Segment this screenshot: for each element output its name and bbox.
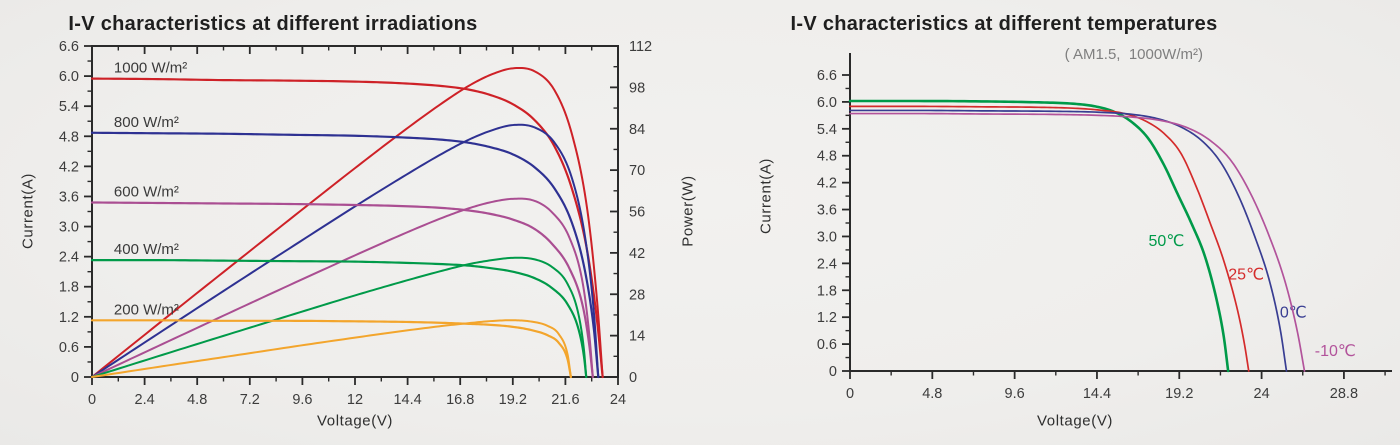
- y-tick-label: 1.2: [59, 310, 79, 326]
- x-tick-label: 19.2: [499, 392, 527, 408]
- x-tick-label: 0: [88, 392, 96, 408]
- series-label-0: 50℃: [1149, 233, 1185, 250]
- y-tick-label: 6.0: [59, 69, 79, 85]
- x-tick-label: 7.2: [240, 392, 260, 408]
- y-tick-label: 4.8: [59, 129, 79, 145]
- y-tick-label: 5.4: [59, 99, 79, 115]
- y-tick-label: 4.2: [817, 176, 837, 192]
- x-tick-label: 19.2: [1165, 386, 1193, 402]
- y-tick-label: 1.2: [817, 310, 837, 326]
- series-label-2: 600 W/m²: [114, 183, 179, 200]
- x-tick-label: 24: [610, 392, 626, 408]
- x-tick-label: 24: [1254, 386, 1270, 402]
- power-tick-label: 42: [629, 246, 645, 262]
- x-tick-label: 12: [347, 392, 363, 408]
- iv-curve-0: [90, 77, 604, 379]
- series-label-3: -10℃: [1315, 343, 1356, 360]
- y-tick-label: 6.6: [817, 68, 837, 84]
- x-tick-label: 4.8: [922, 386, 942, 402]
- y-tick-label: 3.0: [817, 229, 837, 245]
- x-axis-label-voltage-right: Voltage(V): [1036, 412, 1114, 430]
- series-label-3: 400 W/m²: [114, 241, 179, 258]
- y-tick-label: 1.8: [59, 280, 79, 296]
- power-tick-label: 14: [629, 329, 645, 345]
- y-tick-label: 0: [829, 364, 837, 380]
- series-label-0: 1000 W/m²: [114, 60, 187, 77]
- power-tick-label: 84: [629, 122, 645, 138]
- y-tick-label: 3.0: [59, 220, 79, 236]
- power-tick-label: 0: [629, 370, 637, 386]
- power-tick-label: 70: [629, 163, 645, 179]
- pv-curve-4: [91, 319, 572, 378]
- x-axis-label-voltage-left: Voltage(V): [316, 412, 394, 430]
- x-tick-label: 16.8: [446, 392, 474, 408]
- series-label-4: 200 W/m²: [114, 301, 179, 318]
- chart-title-temperatures: I-V characteristics at different tempera…: [790, 13, 1218, 35]
- power-tick-label: 98: [629, 80, 645, 96]
- x-tick-label: 9.6: [1005, 386, 1025, 402]
- pv-curve-1: [91, 123, 600, 378]
- y-tick-label: 0.6: [817, 337, 837, 353]
- x-tick-label: 4.8: [187, 392, 207, 408]
- power-tick-label: 28: [629, 287, 645, 303]
- y-tick-label: 0: [71, 370, 79, 386]
- y-tick-label: 4.8: [817, 149, 837, 165]
- iv-curve-3: [90, 259, 588, 379]
- y-tick-label: 0.6: [59, 340, 79, 356]
- iv-curve-0: [848, 99, 1230, 373]
- chart-title-irradiations: I-V characteristics at different irradia…: [68, 13, 478, 35]
- x-tick-label: 14.4: [393, 392, 421, 408]
- iv-curve-3: [849, 112, 1306, 372]
- pv-curve-3: [91, 256, 588, 378]
- power-tick-label: 112: [629, 39, 652, 55]
- y-tick-label: 5.4: [817, 122, 837, 138]
- pv-curve-2: [91, 197, 594, 378]
- x-tick-label: 14.4: [1083, 386, 1111, 402]
- y-tick-label: 3.6: [59, 189, 79, 205]
- x-tick-label: 9.6: [292, 392, 312, 408]
- iv-curve-2: [90, 201, 594, 379]
- series-label-1: 800 W/m²: [114, 114, 179, 131]
- y-tick-label: 2.4: [59, 250, 79, 266]
- x-tick-label: 28.8: [1330, 386, 1358, 402]
- y-tick-label: 2.4: [817, 256, 837, 272]
- iv-curve-1: [90, 131, 600, 379]
- x-tick-label: 0: [846, 386, 854, 402]
- power-tick-label: 56: [629, 205, 645, 221]
- iv-curve-2: [849, 109, 1288, 372]
- x-tick-label: 2.4: [135, 392, 155, 408]
- x-tick-label: 21.6: [551, 392, 579, 408]
- y-tick-label: 1.8: [817, 283, 837, 299]
- y-tick-label: 4.2: [59, 159, 79, 175]
- y-tick-label: 6.6: [59, 39, 79, 55]
- y-tick-label: 6.0: [817, 95, 837, 111]
- chart-subtitle-conditions: ( AM1.5, 1000W/m²): [1064, 46, 1203, 63]
- iv-curve-1: [849, 105, 1250, 372]
- series-label-1: 25℃: [1228, 267, 1264, 284]
- pv-curve-0: [91, 66, 604, 378]
- y-tick-label: 3.6: [817, 203, 837, 219]
